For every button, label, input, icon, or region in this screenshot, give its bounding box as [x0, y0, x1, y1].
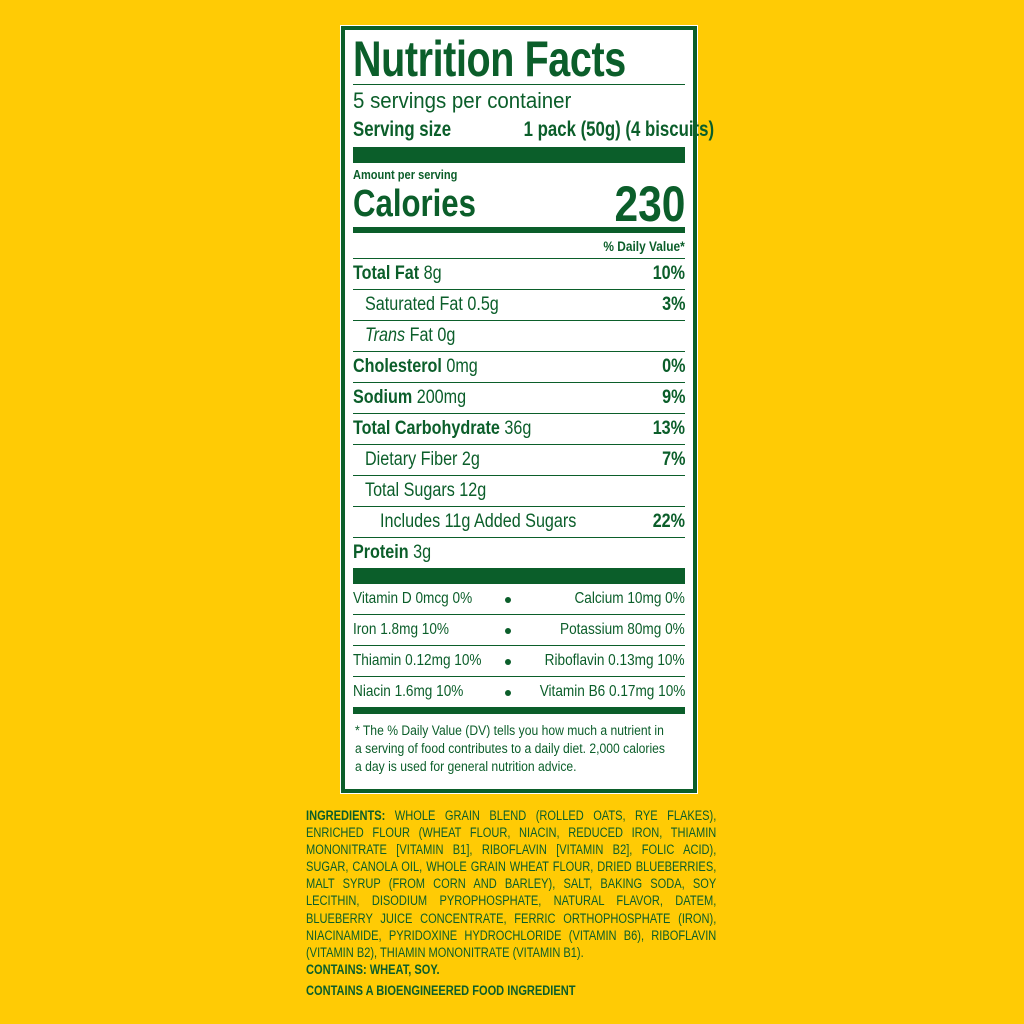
vitamin-row: Niacin 1.6mg 10% Vitamin B6 0.17mg 10% [353, 676, 685, 707]
ingredients-list: INGREDIENTS: WHOLE GRAIN BLEND (ROLLED O… [306, 808, 716, 962]
label-text: Calcium 10mg 0% [574, 590, 685, 607]
bullet-icon [505, 597, 511, 603]
nutrient-row-sodium: Sodium 200mg 9% [353, 382, 685, 413]
nutrient-row-dietary-fiber: Dietary Fiber 2g 7% [353, 444, 685, 475]
bullet-icon [505, 628, 511, 634]
servings-per-container: 5 servings per container [353, 85, 685, 115]
label-text: Sodium [353, 387, 413, 408]
label-text: 8g [423, 263, 442, 284]
label-text: Fat [409, 325, 433, 346]
label-text: Includes 11g Added Sugars [380, 511, 577, 532]
nutrient-row-added-sugars: Includes 11g Added Sugars 22% [353, 506, 685, 537]
ingredients-section: INGREDIENTS: WHOLE GRAIN BLEND (ROLLED O… [306, 808, 716, 1000]
label-text: Vitamin D 0mcg 0% [353, 590, 473, 607]
label-text: Cholesterol [353, 356, 442, 377]
label-text: 0mg [446, 356, 478, 377]
label-text: Total Carbohydrate [353, 418, 500, 439]
label-text: Niacin 1.6mg 10% [353, 683, 464, 700]
label-text: * The % Daily Value (DV) tells you how m… [355, 723, 666, 774]
nutrient-row-total-fat: Total Fat 8g 10% [353, 258, 685, 289]
label-text: 7% [661, 449, 685, 470]
label-text: Amount per serving [353, 167, 458, 182]
daily-value-header: % Daily Value* [353, 233, 685, 258]
label-text: Iron 1.8mg 10% [353, 621, 450, 638]
label-text: 200mg [416, 387, 467, 408]
nutrient-row-total-sugars: Total Sugars 12g [353, 475, 685, 506]
label-text: 36g [504, 418, 532, 439]
nutrition-facts-title: Nutrition Facts [353, 30, 685, 87]
amount-per-serving: Amount per serving [353, 163, 685, 182]
vitamin-row: Vitamin D 0mcg 0% Calcium 10mg 0% [353, 584, 685, 614]
label-text: Total Fat [353, 263, 420, 284]
label-text: 0.5g [467, 294, 499, 315]
label-text: Potassium 80mg 0% [560, 621, 685, 638]
label-text: 3g [413, 542, 432, 563]
label-text: 0g [437, 325, 456, 346]
calories-label: Calories [353, 182, 476, 225]
divider [353, 84, 685, 85]
bullet-icon [505, 659, 511, 665]
nutrient-row-protein: Protein 3g [353, 537, 685, 568]
label-text: INGREDIENTS: [306, 808, 386, 824]
serving-size-value: 1 pack (50g) (4 biscuits) [523, 118, 714, 141]
label-text: 0% [661, 356, 685, 377]
nutrient-row-cholesterol: Cholesterol 0mg 0% [353, 351, 685, 382]
medium-divider [353, 227, 685, 233]
label-text: 2g [461, 449, 480, 470]
nutrition-facts-panel: Nutrition Facts 5 servings per container… [341, 26, 714, 793]
label-text: 3% [661, 294, 685, 315]
bioengineered-statement: CONTAINS A BIOENGINEERED FOOD INGREDIENT [306, 982, 576, 999]
label-text: Trans [365, 325, 406, 346]
allergen-statement: CONTAINS: WHEAT, SOY. [306, 961, 440, 978]
vitamin-row: Thiamin 0.12mg 10% Riboflavin 0.13mg 10% [353, 645, 685, 676]
calories-value: 230 [614, 176, 685, 232]
label-text: Saturated Fat [365, 294, 463, 315]
daily-value-footnote: * The % Daily Value (DV) tells you how m… [353, 714, 685, 776]
serving-size: Serving size 1 pack (50g) (4 biscuits) [353, 115, 714, 147]
thick-divider [353, 568, 685, 584]
label-text: % Daily Value* [603, 238, 685, 254]
serving-size-label: Serving size [353, 118, 452, 141]
medium-divider [353, 707, 685, 714]
label-text: Thiamin 0.12mg 10% [353, 652, 482, 669]
label-text: Total Sugars [365, 480, 455, 501]
label-text: WHOLE GRAIN BLEND (ROLLED OATS, RYE FLAK… [306, 808, 717, 961]
label-text: Protein [353, 542, 409, 563]
nutrient-row-total-carbohydrate: Total Carbohydrate 36g 13% [353, 413, 685, 444]
label-text: 5 servings per container [353, 88, 572, 113]
nutrient-row-saturated-fat: Saturated Fat 0.5g 3% [353, 289, 685, 320]
label-text: 10% [652, 263, 685, 284]
label-text: Dietary Fiber [365, 449, 458, 470]
label-text: 12g [459, 480, 487, 501]
vitamin-row: Iron 1.8mg 10% Potassium 80mg 0% [353, 614, 685, 645]
bullet-icon [505, 690, 511, 696]
label-text: Nutrition Facts [353, 31, 626, 87]
label-text: 22% [652, 511, 685, 532]
label-text: Riboflavin 0.13mg 10% [545, 652, 685, 669]
label-text: Vitamin B6 0.17mg 10% [539, 683, 685, 700]
label-text: 9% [661, 387, 685, 408]
nutrient-row-trans-fat: Trans Fat 0g [353, 320, 685, 351]
label-text: 13% [652, 418, 685, 439]
calories-row: Calories 230 [353, 176, 685, 232]
thick-divider [353, 147, 685, 163]
